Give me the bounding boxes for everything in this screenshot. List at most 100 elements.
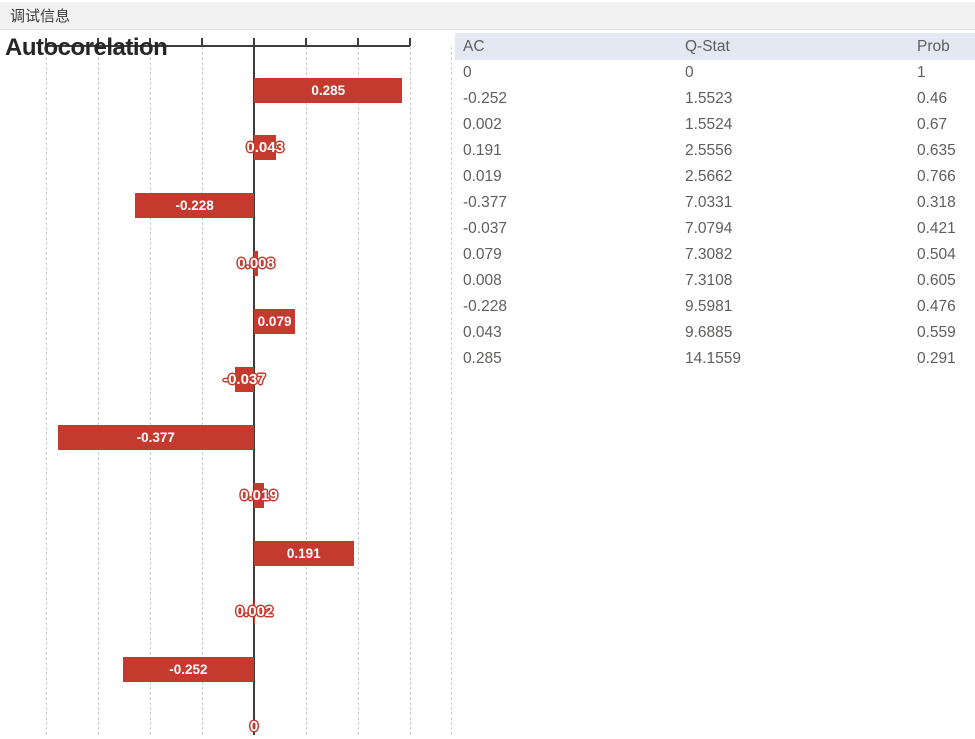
table-cell: 0.291 bbox=[917, 350, 956, 367]
table-cell: 0.46 bbox=[917, 90, 948, 107]
tick-mark bbox=[409, 38, 412, 46]
table-row: 0.043 9.6885 0.559 bbox=[455, 320, 975, 346]
bar[interactable] bbox=[254, 135, 277, 161]
bar-label: 0.008 bbox=[237, 255, 275, 273]
column-header-q-stat[interactable]: Q-Stat bbox=[685, 37, 730, 55]
table-row: 0.079 7.3082 0.504 bbox=[455, 242, 975, 268]
table-cell: 1.5524 bbox=[685, 116, 733, 133]
tick-mark bbox=[148, 38, 151, 46]
table-cell: 0.766 bbox=[917, 168, 956, 185]
bar-label: -0.252 bbox=[169, 661, 208, 677]
table-row: -0.228 9.5981 0.476 bbox=[455, 294, 975, 320]
table-row: 0.285 14.1559 0.291 bbox=[455, 346, 975, 372]
table-cell: 2.5662 bbox=[685, 168, 733, 185]
bar-label: 0.191 bbox=[286, 545, 321, 561]
table-cell: 0.421 bbox=[917, 220, 956, 237]
titlebar-label: 调试信息 bbox=[10, 8, 71, 25]
table-cell: -0.228 bbox=[463, 298, 507, 315]
gridline bbox=[306, 47, 308, 735]
table-row: -0.037 7.0794 0.421 bbox=[455, 216, 975, 242]
bar[interactable] bbox=[254, 251, 259, 277]
table-cell: 0.605 bbox=[917, 272, 956, 289]
table-cell: 1 bbox=[917, 64, 926, 81]
data-table: AC Q-Stat Prob 0 0 1 -0.252 1.5523 0.46 0.002 1.5… bbox=[455, 33, 975, 372]
bar-label: -0.037 bbox=[223, 371, 266, 388]
bar[interactable] bbox=[234, 367, 254, 392]
table-header: AC Q-Stat Prob bbox=[455, 33, 975, 60]
tick-mark bbox=[357, 38, 360, 46]
table-cell: 0.019 bbox=[463, 168, 502, 185]
zero-baseline bbox=[253, 39, 255, 735]
bar-label: 0.002 bbox=[235, 602, 274, 620]
gridline bbox=[358, 47, 360, 735]
bar-label: 0.019 bbox=[240, 486, 278, 504]
bar[interactable] bbox=[57, 424, 254, 450]
table-cell: 0.043 bbox=[463, 324, 502, 341]
bar-label: 0.043 bbox=[246, 139, 284, 157]
table-cell: 0.318 bbox=[917, 194, 956, 211]
bar[interactable] bbox=[254, 482, 264, 508]
table-cell: 0.635 bbox=[917, 142, 956, 159]
column-header-prob[interactable]: Prob bbox=[917, 37, 950, 55]
table-row: 0.002 1.5524 0.67 bbox=[455, 112, 975, 138]
bar[interactable] bbox=[254, 309, 296, 335]
table-cell: 7.3082 bbox=[685, 246, 733, 263]
table-cell: 0.002 bbox=[463, 116, 502, 133]
bar[interactable] bbox=[122, 656, 254, 682]
table-cell: -0.377 bbox=[463, 194, 507, 211]
table-row: 0 0 1 bbox=[455, 60, 975, 86]
tick-mark bbox=[305, 38, 308, 46]
gridline bbox=[45, 47, 47, 735]
table-cell: 0.67 bbox=[917, 116, 948, 133]
table-cell: 9.5981 bbox=[685, 298, 733, 315]
table-cell: 0.476 bbox=[917, 298, 956, 315]
table-body: 0 0 1 -0.252 1.5523 0.46 0.002 1.5524 0.67 0.191 2… bbox=[455, 60, 975, 372]
table-cell: 9.6885 bbox=[685, 324, 733, 341]
bar[interactable] bbox=[135, 193, 254, 219]
table-cell: -0.037 bbox=[463, 220, 507, 237]
table-row: 0.191 2.5556 0.635 bbox=[455, 138, 975, 164]
tick-mark bbox=[44, 38, 47, 46]
table-cell: 0 bbox=[463, 64, 472, 81]
bar-label: 0 bbox=[249, 718, 259, 736]
table-cell: 0.504 bbox=[917, 246, 956, 263]
table-cell: 14.1559 bbox=[685, 350, 742, 367]
plot-boundary-gridline bbox=[451, 47, 452, 735]
table-cell: 7.0794 bbox=[685, 220, 733, 237]
table-cell: 0.079 bbox=[463, 246, 502, 263]
column-header-ac[interactable]: AC bbox=[463, 37, 485, 55]
table-cell: 0.008 bbox=[463, 272, 502, 289]
tick-mark bbox=[96, 38, 99, 46]
x-axis-line bbox=[45, 45, 411, 47]
bar[interactable] bbox=[254, 540, 354, 566]
bar-label: -0.377 bbox=[136, 429, 175, 445]
table-cell: 1.5523 bbox=[685, 90, 733, 107]
table-cell: 7.3108 bbox=[685, 272, 733, 289]
table-cell: 0.191 bbox=[463, 142, 502, 159]
table-cell: 7.0331 bbox=[685, 194, 733, 211]
gridline bbox=[149, 47, 151, 735]
bar[interactable] bbox=[254, 77, 403, 103]
gridline bbox=[410, 47, 412, 735]
tick-mark bbox=[253, 38, 255, 46]
table-header-row: AC Q-Stat Prob bbox=[455, 33, 975, 60]
table-cell: 0.559 bbox=[917, 324, 956, 341]
bar-label: 0.079 bbox=[257, 314, 292, 330]
tick-mark bbox=[200, 38, 203, 46]
bar-label: 0.285 bbox=[311, 82, 346, 98]
table-cell: 0 bbox=[685, 64, 694, 81]
gridline bbox=[97, 47, 99, 735]
table-cell: -0.252 bbox=[463, 90, 507, 107]
gridline bbox=[201, 47, 203, 735]
table-cell: 2.5556 bbox=[685, 142, 733, 159]
bar[interactable] bbox=[254, 598, 256, 624]
titlebar: 调试信息 bbox=[0, 2, 975, 30]
table-cell: 0.285 bbox=[463, 350, 502, 367]
bar-label: -0.228 bbox=[175, 198, 214, 214]
table-row: 0.019 2.5662 0.766 bbox=[455, 164, 975, 190]
table-row: -0.377 7.0331 0.318 bbox=[455, 190, 975, 216]
table-row: 0.008 7.3108 0.605 bbox=[455, 268, 975, 294]
table-row: -0.252 1.5523 0.46 bbox=[455, 86, 975, 112]
chart-title: Autocorelation bbox=[5, 34, 168, 61]
